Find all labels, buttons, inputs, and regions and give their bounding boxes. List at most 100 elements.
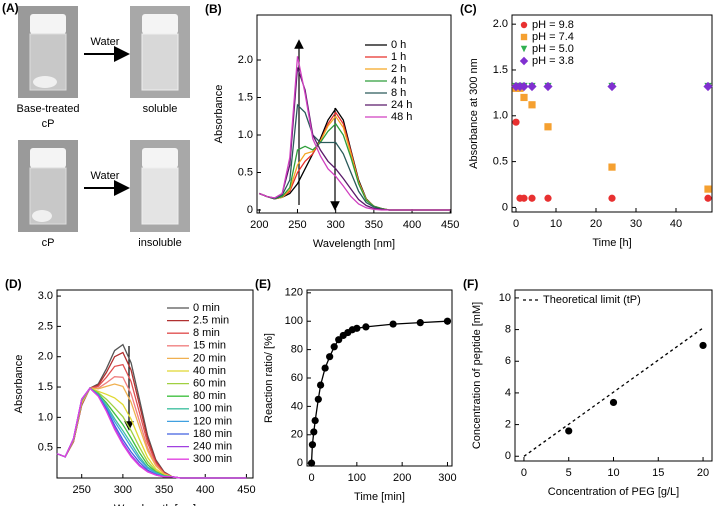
x-tick-label: 0	[521, 467, 527, 479]
legend-label: 100 min	[193, 403, 232, 415]
y-tick-label: 1.0	[238, 129, 253, 141]
x-tick-label: 450	[441, 219, 459, 231]
y-axis-label: Reaction ratio/ [%]	[263, 333, 275, 423]
y-tick-label: 6	[505, 355, 511, 367]
x-tick-label: 250	[73, 484, 91, 496]
vial-photo	[18, 140, 78, 232]
marker	[528, 194, 536, 202]
x-tick-label: 10	[607, 467, 619, 479]
plot-frame	[514, 289, 713, 462]
legend-label: 1 h	[391, 51, 406, 63]
panel-label: (D)	[5, 277, 22, 291]
x-tick-label: 15	[652, 467, 664, 479]
y-tick-label: 1.5	[38, 381, 53, 393]
legend-marker	[520, 21, 528, 29]
y-axis-label: Absorbance	[213, 85, 225, 144]
x-axis-label: Wavelength [nm]	[114, 503, 196, 506]
y-tick-label: 0.5	[38, 442, 53, 454]
series-line	[310, 320, 448, 464]
vial-photo	[130, 6, 190, 98]
marker	[326, 353, 334, 361]
x-tick-label: 200	[393, 472, 411, 484]
marker	[520, 93, 528, 102]
series-line	[56, 387, 247, 479]
y-tick-label: 0	[297, 457, 303, 469]
y-tick-label: 120	[285, 287, 303, 299]
x-tick-label: 200	[250, 219, 268, 231]
marker	[544, 123, 552, 131]
series-line	[259, 67, 451, 211]
sample-label: cP	[42, 237, 55, 249]
y-tick-label: 20	[291, 429, 303, 441]
panel-label: (F)	[463, 277, 478, 291]
x-tick-label: 0	[308, 472, 314, 484]
y-tick-label: 0	[505, 450, 511, 462]
x-axis-label: Time [min]	[354, 491, 405, 503]
x-tick-label: 100	[348, 472, 366, 484]
x-axis-label: Concentration of PEG [g/L]	[548, 486, 679, 498]
legend-label: 24 h	[391, 99, 412, 111]
plot-area	[259, 56, 451, 211]
legend-label: pH = 5.0	[532, 43, 574, 55]
marker	[443, 317, 452, 325]
marker	[544, 194, 552, 202]
arrow-label: Water	[91, 170, 120, 182]
marker	[311, 416, 319, 425]
sample-label: cP	[42, 118, 55, 130]
vial-photo	[18, 6, 78, 98]
y-tick-label: 2.0	[493, 18, 508, 30]
marker	[310, 428, 318, 436]
legend-label: 0 min	[193, 302, 220, 314]
marker	[609, 398, 618, 407]
marker	[703, 81, 713, 92]
series-line	[523, 327, 704, 457]
x-axis-label: Wavelength [nm]	[313, 238, 395, 250]
x-tick-label: 300	[438, 472, 456, 484]
y-tick-label: 8	[505, 323, 511, 335]
y-tick-label: 3.0	[38, 290, 53, 302]
marker	[321, 364, 329, 372]
sample-label: soluble	[143, 103, 178, 115]
y-tick-label: 2.0	[38, 351, 53, 363]
marker	[607, 81, 617, 92]
marker	[308, 441, 317, 449]
legend-label: 240 min	[193, 441, 232, 453]
panel-label: (E)	[255, 277, 271, 291]
legend-label: 40 min	[193, 365, 226, 377]
plot-frame	[56, 289, 254, 479]
legend-label: 8 min	[193, 327, 220, 339]
marker	[528, 101, 536, 109]
series-line	[259, 111, 451, 211]
y-tick-label: 1.0	[493, 110, 508, 122]
marker	[520, 194, 528, 202]
marker	[512, 118, 520, 126]
legend-marker	[519, 56, 529, 66]
y-tick-label: 100	[285, 315, 303, 327]
legend-label: 0 h	[391, 39, 406, 51]
x-tick-label: 400	[403, 219, 421, 231]
x-tick-label: 30	[630, 218, 642, 230]
vial-photo	[130, 140, 190, 232]
y-tick-label: 1.5	[493, 64, 508, 76]
marker	[565, 427, 573, 435]
y-tick-label: 80	[291, 344, 303, 356]
plot-area	[56, 343, 247, 479]
plot-frame	[306, 289, 453, 467]
legend-label: 15 min	[193, 340, 226, 352]
plot-area	[523, 327, 704, 457]
series-line	[259, 56, 451, 211]
x-tick-label: 20	[697, 467, 709, 479]
legend-label: 4 h	[391, 75, 406, 87]
legend-label: 2 h	[391, 63, 406, 75]
legend-label: 300 min	[193, 453, 232, 465]
y-tick-label: 2.0	[238, 54, 253, 66]
marker	[543, 81, 553, 92]
legend-label: 2.5 min	[193, 315, 229, 327]
y-tick-label: 40	[291, 400, 303, 412]
marker	[608, 163, 616, 171]
marker	[704, 194, 712, 202]
plot-frame	[256, 14, 452, 214]
y-axis-label: Absorbance at 300 nm	[468, 58, 480, 169]
photo-panel: (A) Water Water Base-treated cP	[2, 1, 190, 249]
